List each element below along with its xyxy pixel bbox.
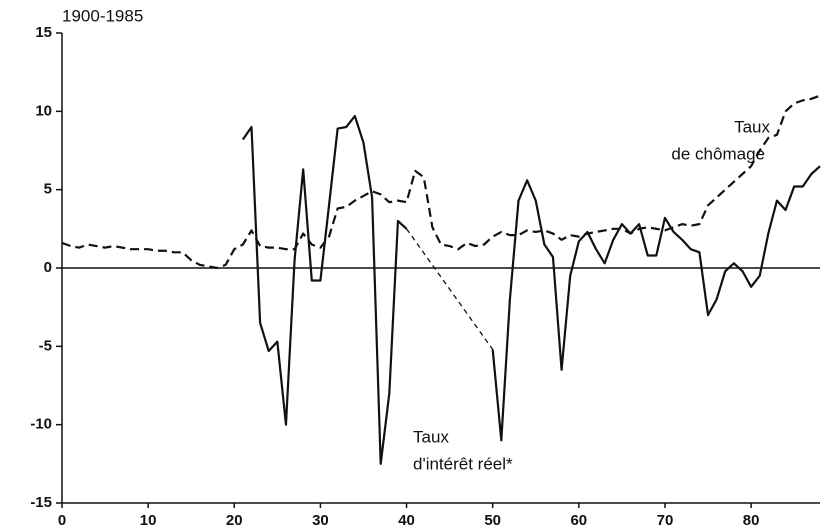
series-label: Taux xyxy=(734,117,770,136)
x-tick-label: 10 xyxy=(140,512,157,529)
y-tick-label: 5 xyxy=(44,181,52,198)
x-tick-label: 50 xyxy=(484,512,501,529)
series-label: de chômage xyxy=(671,144,765,163)
x-tick-label: 30 xyxy=(312,512,329,529)
series-label: Taux xyxy=(413,427,449,446)
x-tick-label: 70 xyxy=(657,512,674,529)
x-tick-label: 60 xyxy=(570,512,587,529)
chart-title: 1900-1985 xyxy=(62,6,143,25)
y-tick-label: 15 xyxy=(35,24,52,41)
y-tick-label: -5 xyxy=(39,337,52,354)
y-tick-label: 10 xyxy=(35,102,52,119)
x-tick-label: 40 xyxy=(398,512,415,529)
x-tick-label: 0 xyxy=(58,512,66,529)
x-tick-label: 20 xyxy=(226,512,243,529)
x-tick-label: 80 xyxy=(743,512,760,529)
series-label: d'intérêt réel* xyxy=(413,454,513,473)
series-line xyxy=(491,165,821,442)
series-line xyxy=(61,94,821,270)
gap-bridge xyxy=(406,228,494,350)
series-line xyxy=(241,114,408,465)
y-tick-label: -10 xyxy=(30,416,52,433)
y-tick-label: -15 xyxy=(30,494,52,511)
y-tick-label: 0 xyxy=(44,259,52,276)
